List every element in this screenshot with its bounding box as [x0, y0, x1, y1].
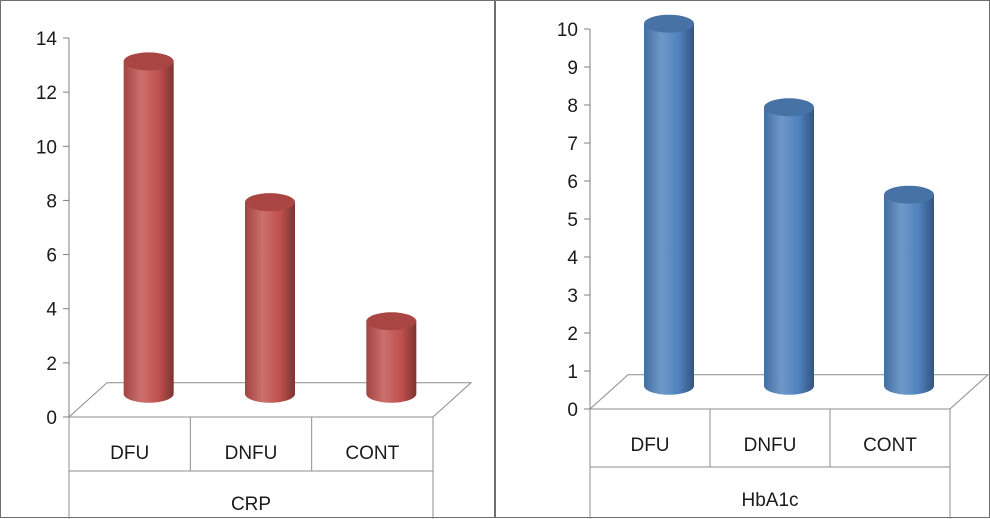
y-tick-label: 5 — [567, 210, 578, 231]
bar — [884, 185, 934, 395]
category-label: DFU — [630, 435, 669, 456]
bar — [644, 14, 694, 395]
category-label: DFU — [110, 443, 149, 464]
y-tick-label: 8 — [46, 191, 57, 212]
y-tick-label: 6 — [567, 172, 578, 193]
crp-chart: 0 2 4 6 8 10 12 14 DFU DNFU CONT CRP — [36, 29, 473, 519]
y-tick-label: 1 — [567, 362, 578, 383]
bar-body — [764, 107, 814, 395]
y-tick-label: 2 — [46, 354, 57, 375]
bar-top — [764, 98, 814, 117]
bar-body — [245, 202, 295, 403]
bar — [123, 52, 174, 403]
bar — [245, 193, 295, 403]
y-tick-label: 10 — [557, 20, 578, 41]
hba1c-chart: 0 1 2 3 4 5 6 7 8 9 10 DFU DNFU CONT HbA1c — [557, 14, 990, 519]
y-tick-label: 4 — [567, 248, 578, 269]
x-axis-label: HbA1c — [741, 490, 798, 511]
bar-top — [644, 14, 694, 33]
bar-body — [366, 321, 417, 403]
category-label: CONT — [863, 435, 917, 456]
y-tick-label: 6 — [46, 246, 57, 267]
bar-top — [884, 185, 934, 204]
y-tick-label: 9 — [567, 58, 578, 79]
bar-top — [245, 193, 295, 212]
category-label: CONT — [345, 443, 399, 464]
y-tick-label: 3 — [567, 286, 578, 307]
category-label: DNFU — [225, 443, 278, 464]
y-tick-label: 10 — [36, 137, 57, 158]
bar-body — [123, 61, 174, 403]
crp-chart-panel: 0 2 4 6 8 10 12 14 DFU DNFU CONT CRP — [0, 0, 495, 519]
y-tick-label: 8 — [567, 96, 578, 117]
bar — [366, 312, 417, 403]
bar-top — [366, 312, 417, 331]
y-tick-label: 4 — [46, 300, 57, 321]
bar-body — [884, 194, 934, 395]
bar-top — [123, 52, 174, 71]
y-tick-label: 0 — [46, 408, 57, 429]
y-tick-label: 7 — [567, 134, 578, 155]
y-tick-label: 12 — [36, 83, 57, 104]
y-tick-label: 0 — [567, 400, 578, 421]
category-label: DNFU — [744, 435, 797, 456]
bar-body — [644, 23, 694, 395]
x-axis-label: CRP — [231, 494, 271, 515]
y-tick-label: 14 — [36, 29, 58, 50]
hba1c-chart-panel: 0 1 2 3 4 5 6 7 8 9 10 DFU DNFU CONT HbA1c — [495, 0, 990, 519]
bar — [764, 98, 814, 395]
y-tick-label: 2 — [567, 324, 578, 345]
